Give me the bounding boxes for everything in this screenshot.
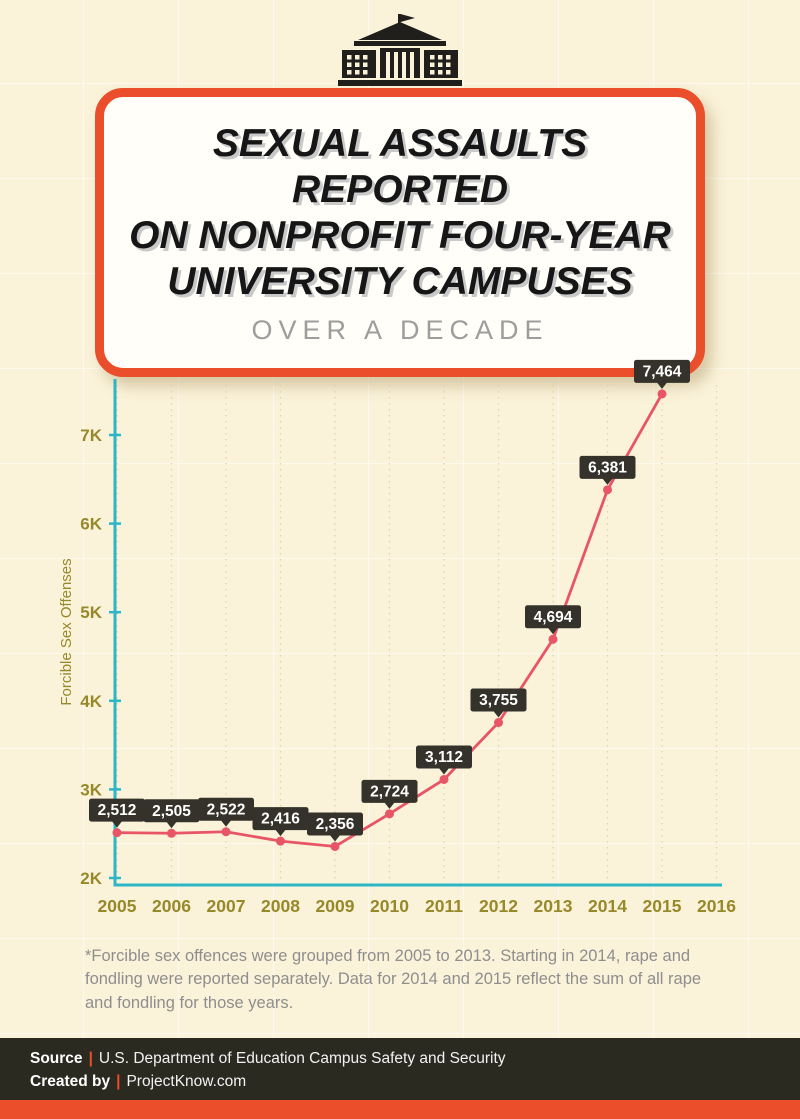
- chart-svg: 2K 3K 4K 5K 6K 7K 2005 2006 2007 2008 2009 2010 2011…: [58, 359, 736, 916]
- title-line-2: ON NONPROFIT FOUR-YEAR: [129, 214, 671, 258]
- data-label-box: [525, 605, 581, 629]
- x-tick-label: 2008: [261, 896, 300, 916]
- building-icon-svg: [338, 14, 462, 86]
- y-tick-label: 3K: [80, 780, 102, 799]
- data-label: 2,512: [98, 802, 137, 819]
- title-box: SEXUAL ASSAULTS REPORTED ON NONPROFIT FO…: [95, 88, 705, 378]
- source-line: Source | U.S. Department of Education Camp…: [30, 1047, 800, 1070]
- created-by-text[interactable]: ProjectKnow.com: [126, 1073, 247, 1091]
- page-subtitle: OVER A DECADE: [251, 315, 549, 346]
- x-tick-label: 2016: [697, 896, 736, 916]
- x-tick-label: 2009: [316, 896, 355, 916]
- x-tick-label: 2012: [479, 896, 518, 916]
- data-label-box: [634, 359, 690, 383]
- data-label-pointer: [275, 829, 286, 837]
- data-label-pointer: [166, 821, 177, 829]
- y-axis-title: Forcible Sex Offenses: [58, 558, 75, 705]
- x-tick-label: 2007: [207, 896, 246, 916]
- data-label-pointer: [111, 820, 123, 828]
- footnote: *Forcible sex offences were grouped from…: [85, 947, 702, 1012]
- data-label: 2,416: [261, 811, 300, 828]
- created-by-label: Created by: [30, 1073, 111, 1091]
- title-line-3: UNIVERSITY CAMPUSES: [167, 260, 633, 304]
- x-tick-label: 2006: [152, 896, 191, 916]
- y-tick-label: 4K: [80, 692, 102, 711]
- data-label-box: [198, 797, 254, 821]
- data-point: [330, 841, 340, 851]
- created-by-separator: |: [116, 1073, 121, 1091]
- data-point: [548, 634, 558, 644]
- y-tick-label: 5K: [80, 603, 102, 622]
- data-point: [385, 809, 394, 819]
- source-label: Source: [30, 1050, 83, 1067]
- source-text: U.S. Department of Education Campus Safe…: [98, 1050, 506, 1067]
- data-label-box: [579, 455, 636, 479]
- data-label-box: [89, 798, 145, 822]
- data-label-box: [470, 688, 527, 712]
- data-label: 2,522: [207, 801, 246, 818]
- source-separator: |: [88, 1050, 93, 1067]
- data-label-box: [361, 779, 418, 803]
- page-title: SEXUAL ASSAULTS REPORTED ON NONPROFIT FO…: [112, 121, 688, 305]
- data-point: [494, 718, 503, 728]
- y-tick-label: 6K: [80, 515, 102, 534]
- data-label-box: [307, 812, 363, 836]
- y-tick-label: 7K: [80, 426, 102, 445]
- bottom-accent-bar: [0, 1100, 800, 1119]
- data-label-box: [416, 745, 472, 769]
- data-label-pointer: [329, 834, 341, 842]
- data-label-pointer: [602, 477, 613, 485]
- data-point: [276, 836, 285, 846]
- created-by-line: Created by | ProjectKnow.com: [30, 1070, 800, 1093]
- footer: Source | U.S. Department of Education Camp…: [0, 1038, 800, 1100]
- data-label: 3,112: [425, 749, 463, 766]
- university-building-icon: [334, 12, 466, 95]
- data-label-pointer: [384, 801, 395, 809]
- x-tick-label: 2015: [643, 896, 682, 916]
- data-label: 7,464: [643, 363, 682, 380]
- data-point: [603, 485, 612, 495]
- title-line-1: SEXUAL ASSAULTS REPORTED: [212, 122, 588, 212]
- x-tick-label: 2005: [98, 896, 137, 916]
- data-label-pointer: [220, 819, 232, 827]
- data-label-pointer: [547, 627, 559, 635]
- y-tick-label: 2K: [80, 869, 102, 888]
- data-label: 3,755: [479, 692, 518, 709]
- data-label: 2,356: [316, 816, 355, 833]
- x-tick-label: 2013: [534, 896, 573, 916]
- x-tick-label: 2011: [425, 896, 463, 916]
- line-chart: 2K 3K 4K 5K 6K 7K 2005 2006 2007 2008 2009 2010 2011…: [0, 355, 800, 940]
- x-tick-label: 2014: [588, 896, 627, 916]
- data-label-pointer: [493, 710, 504, 718]
- data-point: [221, 827, 231, 837]
- x-tick-label: 2010: [370, 896, 409, 916]
- data-point: [167, 828, 176, 838]
- data-label: 4,694: [534, 609, 573, 626]
- data-point: [657, 389, 667, 399]
- data-label: 2,505: [152, 803, 191, 820]
- data-label-box: [143, 799, 200, 823]
- data-label-box: [252, 807, 309, 831]
- data-point: [112, 828, 122, 838]
- data-label: 6,381: [588, 459, 627, 476]
- data-label: 2,724: [370, 783, 409, 800]
- data-label-pointer: [656, 381, 668, 389]
- data-label-pointer: [438, 767, 450, 775]
- data-point: [439, 774, 449, 784]
